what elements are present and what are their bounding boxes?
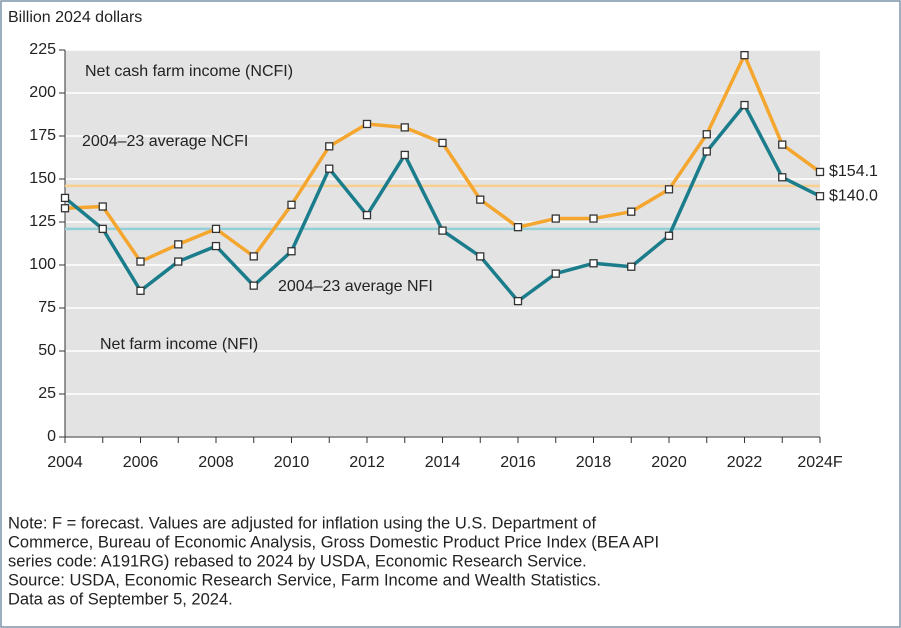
plot-background [65, 50, 820, 437]
point-marker [249, 252, 258, 261]
point-marker [551, 269, 560, 278]
annotation: Net farm income (NFI) [100, 336, 258, 353]
y-tick-label: 150 [29, 170, 56, 187]
point-marker [551, 214, 560, 223]
x-tick-label: 2022 [727, 454, 763, 471]
x-tick-label: 2010 [274, 454, 310, 471]
point-marker [702, 130, 711, 139]
point-marker [136, 286, 145, 295]
point-marker [60, 204, 70, 213]
point-marker [589, 259, 598, 268]
y-tick-label: 225 [29, 41, 56, 58]
y-tick-label: 0 [47, 428, 56, 445]
point-marker [438, 226, 447, 235]
point-marker [362, 210, 372, 220]
point-marker [438, 138, 447, 148]
annotation: Net cash farm income (NCFI) [85, 63, 293, 80]
point-marker [778, 140, 787, 149]
y-tick-label: 25 [38, 385, 56, 402]
x-tick-label: 2008 [198, 454, 234, 471]
point-marker [211, 241, 221, 251]
x-tick-label: 2012 [349, 454, 385, 471]
point-marker [98, 224, 107, 234]
y-tick-label: 100 [29, 256, 56, 273]
value-label: $154.1 [829, 163, 878, 180]
point-marker [740, 51, 749, 60]
point-marker [287, 200, 296, 209]
point-marker [702, 147, 711, 156]
point-marker [815, 192, 825, 201]
y-axis-label: Billion 2024 dollars [8, 9, 142, 26]
y-tick-label: 125 [29, 213, 56, 230]
point-marker [664, 231, 674, 240]
y-tick-label: 175 [29, 127, 56, 144]
y-tick-label: 50 [38, 342, 56, 359]
point-marker [589, 214, 598, 223]
point-marker [325, 164, 334, 173]
x-tick-label: 2018 [576, 454, 612, 471]
note: series code: A191RG) rebased to 2024 by … [8, 552, 587, 570]
point-marker [627, 207, 636, 216]
point-marker [136, 257, 145, 266]
note: Note: F = forecast. Values are adjusted … [8, 514, 596, 532]
point-marker [513, 296, 523, 306]
y-tick-label: 75 [38, 299, 56, 316]
point-marker [174, 240, 183, 249]
x-tick-label: 2014 [425, 454, 461, 471]
point-marker [98, 202, 107, 211]
x-tick-label: 2006 [123, 454, 159, 471]
point-marker [778, 173, 787, 182]
note: Commerce, Bureau of Economic Analysis, G… [8, 533, 659, 551]
y-tick-label: 200 [29, 84, 56, 101]
point-marker [664, 185, 674, 194]
point-marker [249, 281, 258, 290]
point-marker [740, 100, 749, 110]
value-label: $140.0 [829, 187, 878, 204]
x-tick-label: 2024F [797, 454, 843, 471]
point-marker [476, 195, 485, 204]
annotation: 2004–23 average NFI [278, 278, 433, 295]
point-marker [60, 193, 70, 203]
point-marker [627, 262, 636, 271]
point-marker [400, 123, 409, 132]
point-marker [287, 247, 296, 256]
note: Data as of September 5, 2024. [8, 590, 233, 608]
note: Source: USDA, Economic Research Service,… [8, 571, 601, 589]
annotation: 2004–23 average NCFI [82, 133, 248, 150]
x-tick-label: 2004 [47, 454, 83, 471]
point-marker [362, 119, 372, 129]
point-marker [211, 224, 221, 234]
x-tick-label: 2020 [651, 454, 687, 471]
point-marker [513, 223, 523, 232]
point-marker [476, 252, 485, 261]
point-marker [400, 150, 409, 160]
point-marker [325, 142, 334, 151]
point-marker [174, 257, 183, 266]
x-tick-label: 2016 [500, 454, 536, 471]
point-marker [815, 167, 825, 177]
